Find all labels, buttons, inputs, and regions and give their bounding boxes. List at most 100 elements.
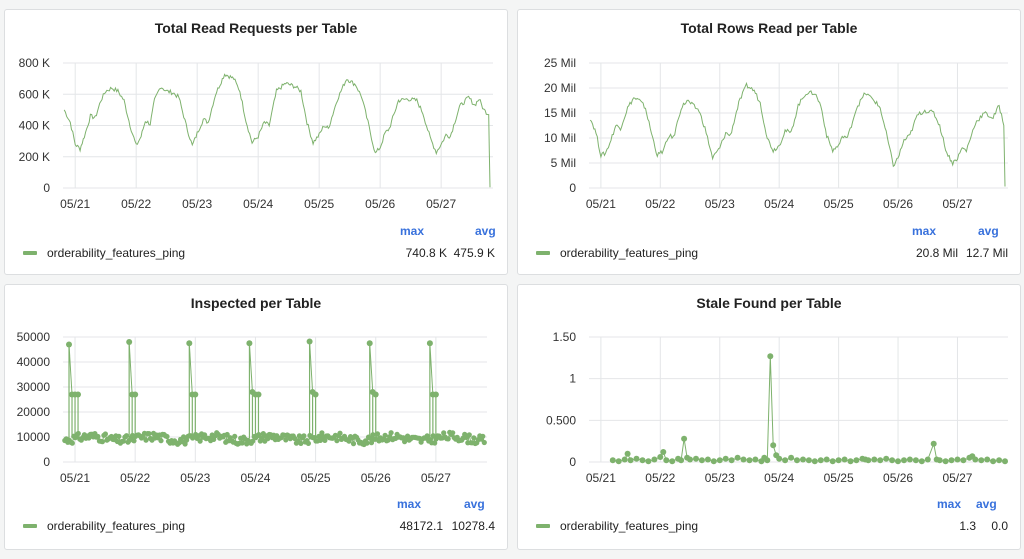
legend-header-avg[interactable]: avg xyxy=(475,224,496,238)
data-point xyxy=(883,455,890,462)
y-tick-label: 800 K xyxy=(19,56,50,70)
legend-header-max[interactable]: max xyxy=(400,224,425,238)
data-point xyxy=(669,458,676,465)
panel-title[interactable]: Total Read Requests per Table xyxy=(154,20,358,36)
y-tick-label: 10 Mil xyxy=(544,131,576,145)
legend-series-name: orderability_features_ping xyxy=(47,519,186,533)
x-tick-label: 05/24 xyxy=(240,471,270,485)
legend-avg-value: 12.7 Mil xyxy=(965,246,1008,260)
data-point xyxy=(624,450,631,457)
legend-header-max[interactable]: max xyxy=(937,497,962,511)
legend-header-avg[interactable]: avg xyxy=(976,497,997,511)
data-point xyxy=(66,341,72,348)
data-point xyxy=(283,437,289,443)
data-point xyxy=(202,432,208,438)
data-point xyxy=(432,440,438,446)
data-point xyxy=(657,454,664,460)
chart-total-rows-read: 0 5 Mil 10 Mil 15 Mil 20 Mil 25 Mil 05/21 05/22… xyxy=(544,56,1008,211)
data-point xyxy=(312,391,319,398)
x-tick-label: 05/23 xyxy=(705,471,735,485)
data-point xyxy=(912,457,919,464)
legend-row[interactable]: orderability_features_ping 48172.1 10278… xyxy=(19,518,495,534)
legend-row[interactable]: orderability_features_ping 20.8 Mil 12.7… xyxy=(532,245,1008,261)
data-point xyxy=(192,391,199,398)
legend-header-avg[interactable]: avg xyxy=(464,497,485,511)
legend-header-max[interactable]: max xyxy=(397,497,422,511)
x-tick-label: 05/26 xyxy=(365,197,395,211)
data-point xyxy=(901,457,907,464)
panel-title[interactable]: Total Rows Read per Table xyxy=(680,20,858,36)
data-point xyxy=(663,457,670,464)
x-tick-label: 05/24 xyxy=(764,197,794,211)
data-point xyxy=(767,353,774,360)
data-point xyxy=(143,437,149,443)
legend-avg-value: 475.9 K xyxy=(453,246,495,260)
data-point xyxy=(123,433,129,439)
legend-header-max[interactable]: max xyxy=(912,224,937,238)
legend-max-value: 740.8 K xyxy=(405,246,447,260)
data-point xyxy=(746,457,753,464)
data-point xyxy=(120,438,126,444)
data-point xyxy=(298,440,304,446)
data-point xyxy=(432,391,439,398)
data-point xyxy=(627,457,634,464)
panel-title[interactable]: Stale Found per Table xyxy=(696,295,842,311)
data-point xyxy=(776,455,783,462)
data-point xyxy=(722,455,729,462)
y-tick-label: 0 xyxy=(569,181,576,195)
data-point xyxy=(131,438,137,444)
x-tick-label: 05/27 xyxy=(426,197,456,211)
data-point xyxy=(450,430,456,436)
x-tick-label: 05/23 xyxy=(705,197,735,211)
data-point xyxy=(681,435,688,442)
legend-series-name: orderability_features_ping xyxy=(560,519,699,533)
x-tick-label: 05/23 xyxy=(180,471,210,485)
y-tick-label: 15 Mil xyxy=(544,106,576,120)
data-point xyxy=(678,457,685,464)
data-point xyxy=(615,458,622,465)
data-point xyxy=(316,433,322,439)
legend-row[interactable]: orderability_features_ping 1.3 0.0 xyxy=(532,518,1008,534)
data-point xyxy=(936,457,943,464)
data-point xyxy=(752,456,759,463)
legend-swatch xyxy=(23,251,37,255)
data-point xyxy=(75,391,81,398)
data-point xyxy=(788,454,795,461)
x-tick-label: 05/22 xyxy=(645,197,675,211)
y-tick-label: 25 Mil xyxy=(544,56,576,70)
data-point xyxy=(823,456,830,463)
data-point xyxy=(906,456,913,463)
x-tick-label: 05/26 xyxy=(883,471,913,485)
x-tick-label: 05/22 xyxy=(120,471,150,485)
data-point xyxy=(877,457,884,464)
data-point xyxy=(182,441,188,447)
data-point xyxy=(841,456,848,463)
data-point xyxy=(782,457,789,464)
data-point xyxy=(764,457,771,464)
data-point xyxy=(954,456,961,463)
data-point xyxy=(972,456,979,463)
legend-row[interactable]: orderability_features_ping 740.8 K 475.9… xyxy=(19,245,495,261)
legend-max-value: 20.8 Mil xyxy=(915,246,958,260)
y-tick-label: 0 xyxy=(569,455,576,469)
data-point xyxy=(693,455,699,462)
data-point xyxy=(132,391,139,398)
data-point xyxy=(924,456,931,463)
data-point xyxy=(69,440,75,446)
data-point xyxy=(368,440,375,446)
data-point xyxy=(811,458,818,465)
legend-swatch xyxy=(536,524,550,528)
spike-connector xyxy=(128,341,133,395)
data-point xyxy=(181,434,187,440)
data-point xyxy=(95,433,101,440)
x-tick-label: 05/24 xyxy=(764,471,794,485)
panel-total-read-requests: Total Read Requests per Table 0 200 K 400 … xyxy=(4,9,508,275)
data-point xyxy=(609,457,616,464)
data-point xyxy=(960,457,967,464)
data-point xyxy=(645,458,652,465)
panel-stale-found: Stale Found per Table 0 0.500 1 1.50 05/21 05… xyxy=(517,284,1021,550)
spike-connector xyxy=(429,343,434,395)
panel-title[interactable]: Inspected per Table xyxy=(190,295,322,311)
chart-total-read-requests: 0 200 K 400 K 600 K 800 K 05/21 05/22 05/23 05/2… xyxy=(19,56,493,211)
legend-header-avg[interactable]: avg xyxy=(978,224,999,238)
